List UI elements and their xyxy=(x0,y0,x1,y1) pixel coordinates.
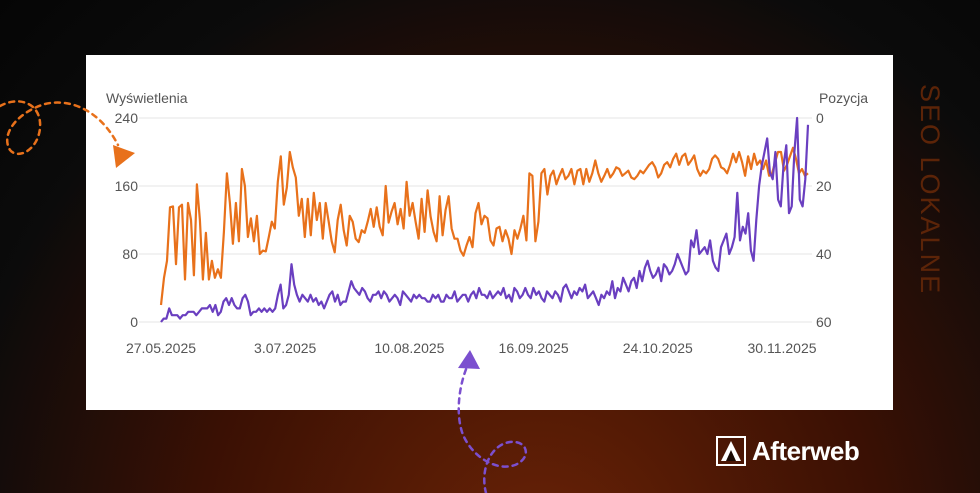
series-lines xyxy=(159,116,810,323)
y-left-tick-label: 240 xyxy=(115,110,139,126)
brand[interactable]: Afterweb xyxy=(716,434,860,468)
y-axis-right-ticks: 0 20 40 60 xyxy=(816,110,832,330)
y-left-tick-label: 80 xyxy=(122,246,138,262)
brand-name: Afterweb xyxy=(752,435,860,466)
chart-card: Wyświetlenia Pozycja 0 80 160 240 0 20 40 60 2… xyxy=(86,55,893,410)
y-left-tick-label: 160 xyxy=(115,178,139,194)
x-tick-label: 3.07.2025 xyxy=(254,340,316,356)
y-right-tick-label: 20 xyxy=(816,178,832,194)
x-axis-ticks: 27.05.2025 3.07.2025 10.08.2025 16.09.2025 2… xyxy=(126,340,817,356)
x-tick-label: 27.05.2025 xyxy=(126,340,196,356)
y-axis-left-ticks: 0 80 160 240 xyxy=(115,110,139,330)
y-left-tick-label: 0 xyxy=(130,314,138,330)
x-tick-label: 16.09.2025 xyxy=(499,340,569,356)
position-series-line xyxy=(160,116,810,323)
afterweb-logo-icon xyxy=(716,436,746,466)
y-right-tick-label: 0 xyxy=(816,110,824,126)
side-title: SEO LOKALNE xyxy=(915,84,945,296)
y-axis-left-label: Wyświetlenia xyxy=(106,90,188,106)
x-tick-label: 24.10.2025 xyxy=(623,340,693,356)
x-tick-label: 30.11.2025 xyxy=(747,340,816,356)
x-tick-label: 10.08.2025 xyxy=(374,340,444,356)
impressions-series-line xyxy=(159,146,809,306)
y-right-tick-label: 60 xyxy=(816,314,832,330)
line-chart: Wyświetlenia Pozycja 0 80 160 240 0 20 40 60 2… xyxy=(106,90,868,356)
y-right-tick-label: 40 xyxy=(816,246,832,262)
y-axis-right-label: Pozycja xyxy=(819,90,868,106)
